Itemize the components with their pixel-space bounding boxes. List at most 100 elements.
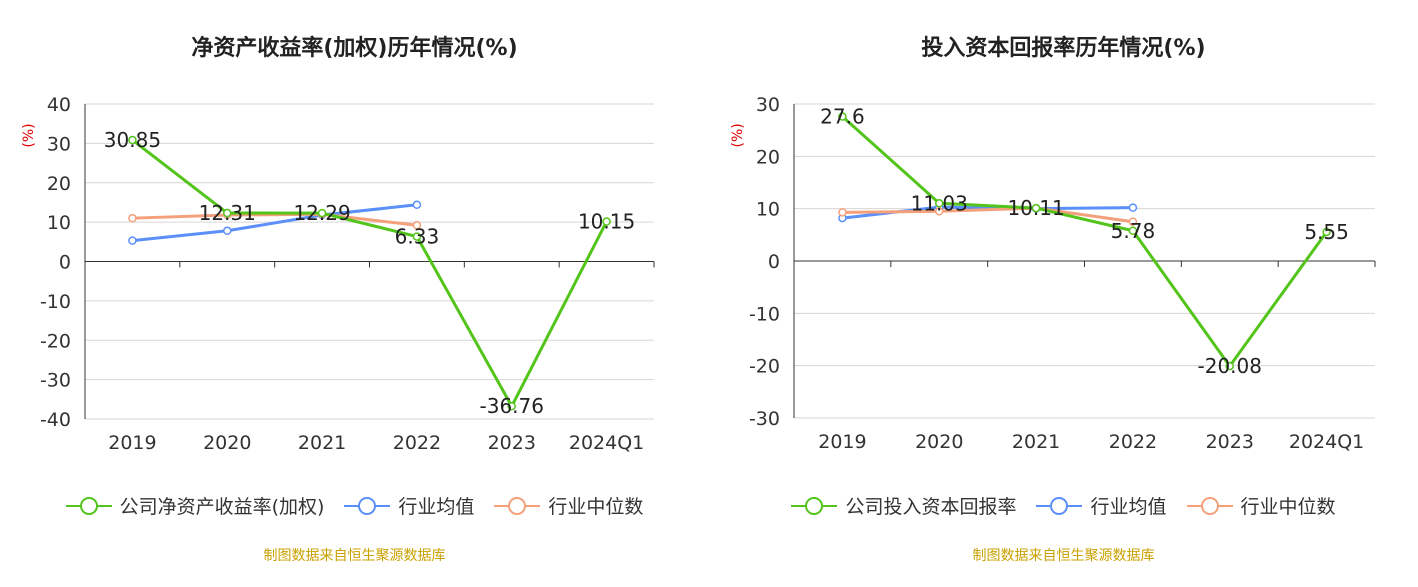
data-point [1225,361,1234,371]
legend-item[interactable]: 行业均值 [1036,492,1167,519]
data-label: 12.31 [199,201,256,225]
legend-label: 行业中位数 [1240,496,1336,518]
legend-circle [805,496,824,515]
data-label: 12.29 [293,201,350,225]
data-label: 6.33 [395,225,440,249]
y-tick-label: -20 [40,330,71,352]
y-tick-label: 0 [768,251,780,273]
legend-label: 行业均值 [1090,496,1167,518]
data-label: 11.03 [911,191,968,215]
data-point [412,221,422,230]
legend-label: 行业中位数 [548,496,644,518]
y-tick-label: 0 [59,252,71,274]
y-axis-label: (%) [21,123,37,147]
data-label: -36.76 [480,394,544,418]
data-point [1128,203,1138,212]
legend-circle [358,496,377,515]
y-tick-label: 20 [47,173,71,195]
y-axis-label: (%) [730,123,746,147]
x-tick-label: 2019 [818,431,866,453]
data-label: 27.6 [820,105,865,129]
data-label: 5.78 [1111,219,1156,243]
x-tick-label: 2022 [1109,431,1157,453]
series-line [132,203,418,243]
data-point [1128,226,1138,236]
series-line [842,206,1134,224]
series-line [841,115,1328,368]
legend-circle [508,496,527,515]
chart-title: 投入资本回报率历年情况(%) [921,36,1206,61]
legend-marker-icon [65,496,112,515]
legend-circle [1200,496,1219,515]
legend-item[interactable]: 行业中位数 [494,492,643,519]
data-point [128,236,137,245]
legend-marker-icon [344,496,391,515]
y-tick-label: -20 [749,356,780,378]
series-line [132,212,418,227]
legend-item[interactable]: 公司投入资本回报率 [791,492,1016,519]
legend-circle [1050,496,1069,515]
x-tick-label: 2024Q1 [1289,431,1364,453]
legend-label: 公司净资产收益率(加权) [119,496,325,518]
data-point [838,208,847,217]
data-point [223,208,232,218]
x-tick-label: 2024Q1 [569,432,644,454]
data-label: 10.11 [1007,196,1064,220]
x-tick-label: 2022 [393,432,441,454]
data-label: 30.85 [104,128,161,152]
data-point [1031,203,1041,213]
y-tick-label: 20 [756,146,780,168]
data-point [935,207,944,216]
data-point [412,232,422,241]
y-tick-label: 10 [47,212,71,234]
roic-line-chart: 30 20 10 0 -10 -20 -30 (%) 2019 2020 2021 2022 2023 2… [730,94,1376,453]
legend-marker-icon [494,496,541,515]
x-tick-label: 2020 [915,431,963,453]
x-tick-label: 2021 [1012,431,1060,453]
legend-item[interactable]: 行业中位数 [1186,492,1336,519]
data-label: 5.55 [1304,220,1349,244]
legend-item[interactable]: 行业均值 [344,492,474,519]
chart-legend: 公司投入资本回报率 行业均值 行业中位数 [709,492,1418,519]
legend-item[interactable]: 公司净资产收益率(加权) [65,492,325,519]
legend-marker-icon [1036,496,1083,515]
legend-marker-icon [1186,496,1233,515]
data-source-note: 制图数据来自恒生聚源数据库 [263,548,446,564]
legend-label: 行业均值 [398,496,475,518]
y-tick-label: -10 [749,303,780,325]
y-tick-label: -30 [749,408,780,430]
chart-title: 净资产收益率(加权)历年情况(%) [191,36,518,61]
data-label: -20.08 [1198,354,1262,378]
data-point [602,217,611,226]
x-tick-label: 2023 [488,432,536,454]
data-point [1128,217,1138,226]
roic-chart-panel: 投入资本回报率历年情况(%) 30 20 10 0 -10 -20 -30 (%) 2019 20… [709,0,1418,587]
y-tick-label: 40 [47,94,71,116]
data-point [507,401,516,411]
data-point [128,213,137,223]
data-point [838,112,847,121]
y-tick-label: -10 [40,291,71,313]
data-point [223,226,232,236]
roe-line-chart: 40 30 20 10 0 -10 -20 -30 -40 (%) 2019 2020 2021 2022… [21,94,655,454]
legend-label: 公司投入资本回报率 [845,496,1017,518]
data-point [1322,227,1331,237]
y-tick-label: 30 [756,94,780,116]
data-point [128,135,137,145]
x-tick-label: 2020 [203,432,251,454]
data-point [412,200,422,210]
y-tick-label: 10 [756,199,780,221]
data-source-note: 制图数据来自恒生聚源数据库 [972,548,1155,564]
y-tick-label: -40 [40,409,71,431]
series-line [131,138,608,408]
x-tick-label: 2021 [298,432,346,454]
data-point [317,208,327,218]
x-tick-label: 2019 [108,432,156,454]
y-tick-label: -30 [40,370,71,392]
data-point [935,199,944,208]
x-tick-label: 2023 [1206,431,1254,453]
legend-circle [79,496,98,515]
legend-marker-icon [791,496,838,515]
chart-legend: 公司净资产收益率(加权) 行业均值 行业中位数 [0,492,709,519]
data-label: 10.15 [578,210,635,234]
